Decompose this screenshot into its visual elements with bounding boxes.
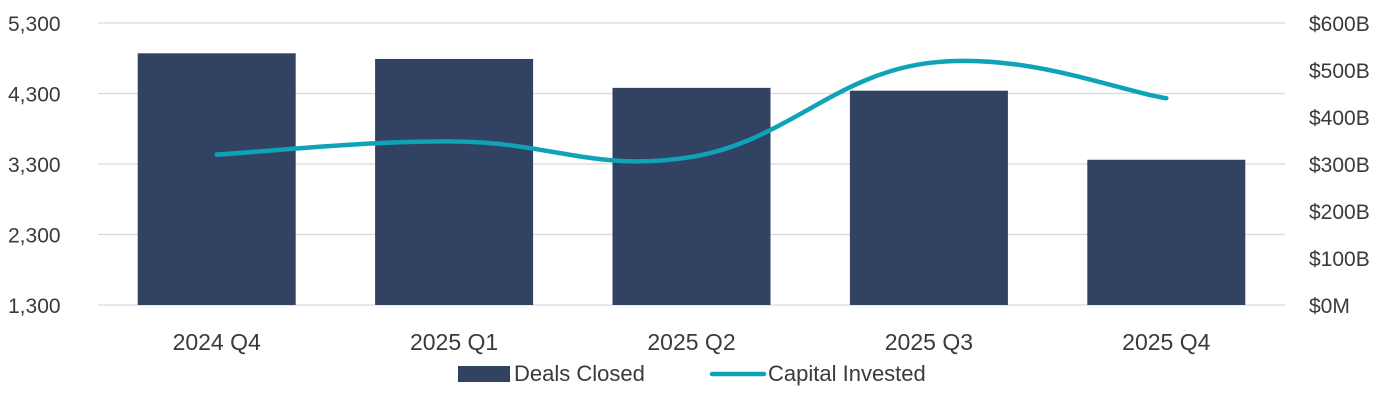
left-axis: 1,300 2,300 3,300 4,300 5,300 [8, 13, 61, 318]
bar-deals-closed [1087, 160, 1245, 305]
right-axis-tick-label: $400B [1309, 107, 1370, 130]
bars-deals-closed [138, 53, 1246, 305]
bar-deals-closed [375, 59, 533, 305]
left-axis-tick-label: 3,300 [8, 154, 61, 177]
x-axis: 2024 Q4 2025 Q1 2025 Q2 2025 Q3 2025 Q4 [173, 329, 1211, 355]
left-axis-tick-label: 5,300 [8, 13, 61, 36]
bar-deals-closed [613, 88, 771, 305]
right-axis-tick-label: $300B [1309, 154, 1370, 177]
x-axis-category-label: 2025 Q4 [1122, 329, 1210, 355]
bar-deals-closed [850, 91, 1008, 305]
right-axis: $0M $100B $200B $300B $400B $500B $600B [1309, 13, 1370, 318]
right-axis-tick-label: $0M [1309, 295, 1350, 318]
left-axis-tick-label: 4,300 [8, 84, 61, 107]
x-axis-category-label: 2024 Q4 [173, 329, 261, 355]
right-axis-tick-label: $600B [1309, 13, 1370, 36]
x-axis-category-label: 2025 Q2 [647, 329, 735, 355]
x-axis-category-label: 2025 Q1 [410, 329, 498, 355]
legend-label-capital-invested: Capital Invested [768, 361, 926, 386]
right-axis-tick-label: $500B [1309, 60, 1370, 83]
left-axis-tick-label: 2,300 [8, 225, 61, 248]
bar-deals-closed [138, 53, 296, 305]
legend-swatch-deals-closed [458, 366, 510, 382]
right-axis-tick-label: $200B [1309, 201, 1370, 224]
legend-label-deals-closed: Deals Closed [514, 361, 645, 386]
left-axis-tick-label: 1,300 [8, 295, 61, 318]
x-axis-category-label: 2025 Q3 [885, 329, 973, 355]
legend: Deals Closed Capital Invested [458, 361, 926, 386]
right-axis-tick-label: $100B [1309, 248, 1370, 271]
